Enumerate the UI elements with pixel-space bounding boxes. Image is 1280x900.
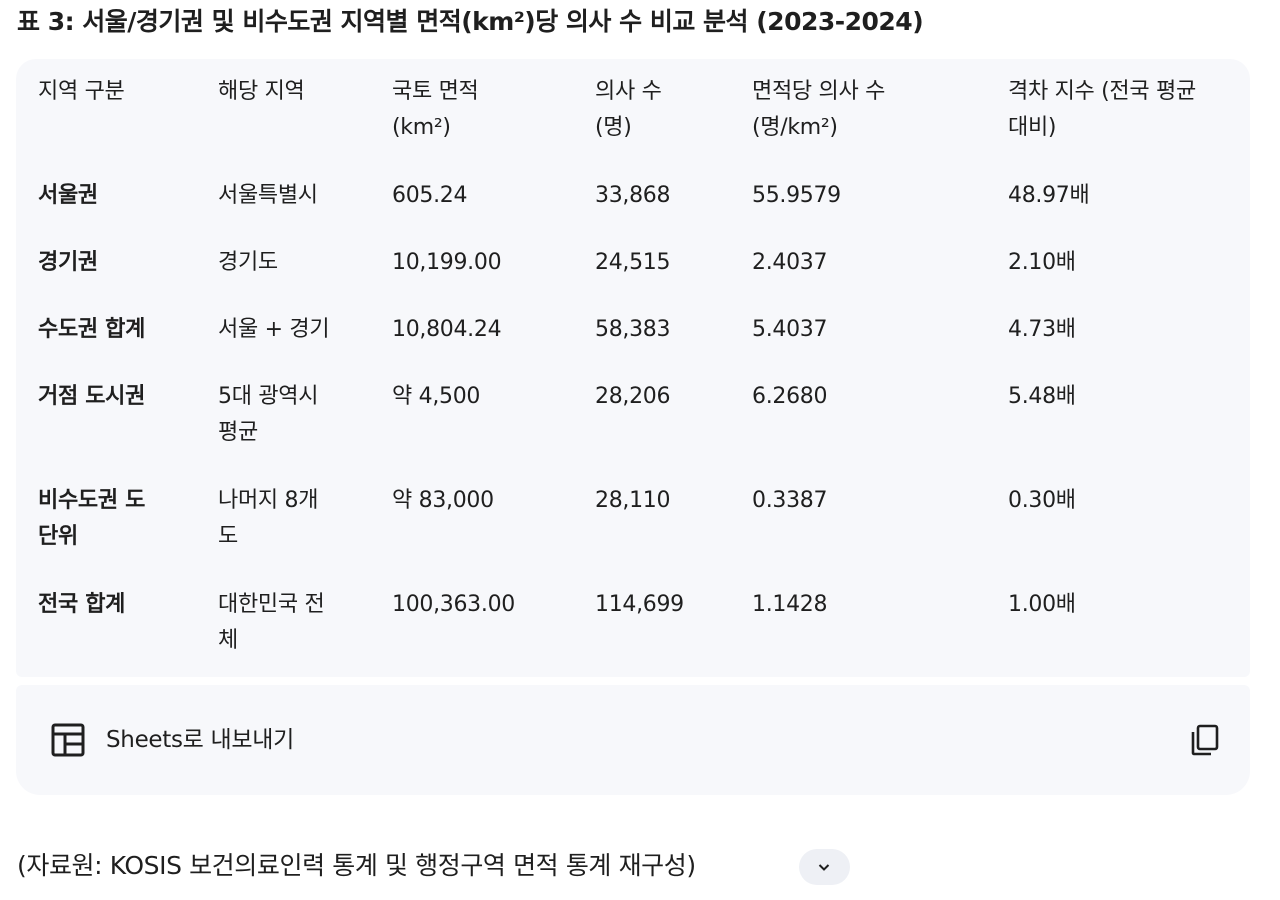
cell-land-area: 약 4,500 (392, 384, 481, 409)
cell-area: 경기도 (218, 250, 278, 275)
header-density: (명/km²) (752, 115, 838, 140)
header-area: 해당 지역 (218, 79, 305, 104)
header-land-area: (km²) (392, 115, 451, 140)
copy-icon[interactable] (1187, 722, 1223, 758)
cell-area: 평균 (218, 420, 258, 445)
cell-land-area: 약 83,000 (392, 488, 494, 513)
table-grid-icon[interactable] (50, 722, 86, 758)
cell-area: 서울 + 경기 (218, 317, 330, 342)
export-to-sheets-button[interactable]: Sheets로 내보내기 (106, 727, 294, 753)
cell-doctor-count: 58,383 (595, 317, 671, 342)
cell-density: 6.2680 (752, 384, 828, 409)
cell-area: 체 (218, 628, 238, 653)
header-region: 지역 구분 (38, 79, 125, 104)
cell-region: 단위 (38, 524, 78, 549)
cell-gap-index: 1.00배 (1008, 592, 1076, 617)
header-land-area: 국토 면적 (392, 79, 479, 104)
cell-doctor-count: 33,868 (595, 183, 671, 208)
header-doctor-count: 의사 수 (595, 79, 662, 104)
cell-density: 5.4037 (752, 317, 828, 342)
data-table (16, 59, 1250, 677)
cell-region: 전국 합계 (38, 592, 126, 617)
cell-area: 5대 광역시 (218, 384, 319, 409)
header-doctor-count: (명) (595, 115, 632, 140)
cell-area: 도 (218, 524, 238, 549)
cell-area: 나머지 8개 (218, 488, 319, 513)
table-title: 표 3: 서울/경기권 및 비수도권 지역별 면적(km²)당 의사 수 비교 … (17, 7, 924, 36)
cell-gap-index: 4.73배 (1008, 317, 1076, 342)
cell-land-area: 10,199.00 (392, 250, 502, 275)
cell-region: 서울권 (38, 183, 98, 208)
header-density: 면적당 의사 수 (752, 79, 886, 104)
cell-region: 수도권 합계 (38, 317, 146, 342)
cell-density: 1.1428 (752, 592, 828, 617)
cell-area: 서울특별시 (218, 183, 318, 208)
cell-region: 거점 도시권 (38, 384, 146, 409)
cell-land-area: 10,804.24 (392, 317, 502, 342)
cell-gap-index: 5.48배 (1008, 384, 1076, 409)
cell-doctor-count: 114,699 (595, 592, 684, 617)
cell-region: 경기권 (38, 250, 98, 275)
cell-density: 0.3387 (752, 488, 828, 513)
cell-region: 비수도권 도 (38, 488, 146, 513)
source-note: (자료원: KOSIS 보건의료인력 통계 및 행정구역 면적 통계 재구성) (17, 851, 696, 880)
cell-density: 55.9579 (752, 183, 841, 208)
chevron-down-icon (818, 864, 830, 871)
cell-land-area: 605.24 (392, 183, 468, 208)
cell-gap-index: 0.30배 (1008, 488, 1076, 513)
cell-density: 2.4037 (752, 250, 828, 275)
cell-doctor-count: 28,110 (595, 488, 671, 513)
cell-doctor-count: 24,515 (595, 250, 671, 275)
cell-area: 대한민국 전 (218, 592, 325, 617)
cell-land-area: 100,363.00 (392, 592, 515, 617)
header-gap-index: 대비) (1008, 115, 1057, 140)
cell-doctor-count: 28,206 (595, 384, 671, 409)
cell-gap-index: 2.10배 (1008, 250, 1076, 275)
header-gap-index: 격차 지수 (전국 평균 (1008, 79, 1196, 104)
table-footer (16, 685, 1250, 795)
cell-gap-index: 48.97배 (1008, 183, 1090, 208)
expand-source-button[interactable] (799, 849, 850, 885)
